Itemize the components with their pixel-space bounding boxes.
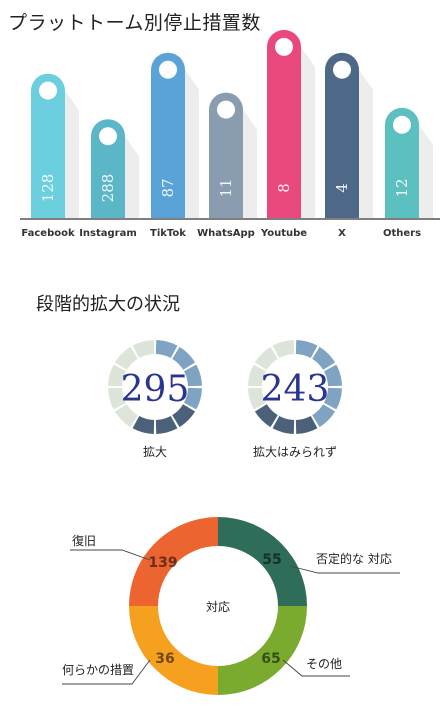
- gauge-segment: [312, 404, 336, 428]
- donut-slice: [218, 517, 307, 606]
- gauge-segment: [248, 387, 266, 410]
- bar: [151, 52, 185, 218]
- bar-value-label: 4: [333, 183, 351, 193]
- bar-value-label: 128: [39, 174, 57, 203]
- gauge-segment: [254, 404, 278, 428]
- bar-chart: 128Facebook288Instagram87TikTok11WhatsAp…: [20, 29, 440, 239]
- gauge-segment: [172, 346, 196, 370]
- slice-callout-label: 何らかの措置: [62, 663, 134, 677]
- gauge-segment: [114, 404, 138, 428]
- gauge-segment: [295, 340, 318, 358]
- category-label: Others: [383, 228, 421, 239]
- gauge-value: 295: [121, 369, 190, 410]
- gauge-segment: [295, 416, 318, 434]
- category-label: Youtube: [260, 228, 307, 239]
- bar: [31, 73, 65, 218]
- gauge-segment: [108, 364, 126, 387]
- gauge-segment: [324, 387, 342, 410]
- slice-callout-label: 否定的な 対応: [316, 551, 392, 566]
- section-title: 段階的拡大の状況: [36, 294, 180, 315]
- callout-line: [282, 659, 350, 677]
- slice-value-label: 65: [261, 651, 280, 667]
- gauge-label: 拡大: [143, 445, 167, 459]
- category-label: Facebook: [21, 228, 75, 239]
- category-label: WhatsApp: [197, 228, 255, 239]
- chart-title: プラットトーム別停止措置数: [8, 12, 261, 34]
- bar: [385, 107, 419, 218]
- bar-shadow: [125, 136, 139, 218]
- category-label: Instagram: [79, 228, 137, 239]
- bar-value-label: 11: [217, 178, 235, 197]
- bar-shadow: [65, 90, 79, 218]
- gauge-charts: 295 拡大 243 拡大はみられず: [108, 340, 342, 459]
- bar-shadow: [359, 69, 373, 218]
- gauge-segment: [184, 387, 202, 410]
- slice-callout-label: 復旧: [72, 533, 96, 548]
- bar-shadow: [185, 69, 199, 218]
- gauge-segment: [155, 416, 178, 434]
- bar-value-label: 8: [275, 183, 293, 193]
- gauge-value: 243: [261, 369, 330, 410]
- donut-slice: [129, 606, 218, 695]
- gauge-label: 拡大はみられず: [253, 445, 337, 459]
- bar-shadow: [243, 109, 257, 218]
- slice-value-label: 139: [148, 555, 177, 571]
- gauge-segment: [312, 346, 336, 370]
- bar-marker: [99, 127, 117, 146]
- slice-value-label: 36: [155, 651, 174, 667]
- bar: [267, 29, 301, 219]
- category-label: X: [338, 228, 346, 239]
- bar-marker: [333, 60, 351, 79]
- donut-slice: [218, 606, 307, 695]
- bar-shadow: [419, 124, 433, 218]
- bar: [325, 52, 359, 218]
- gauge-segment: [155, 340, 178, 358]
- gauge-segment: [132, 416, 155, 434]
- bar-marker: [217, 100, 235, 119]
- bar: [209, 92, 243, 218]
- bar-marker: [159, 60, 177, 79]
- gauge-segment: [108, 387, 126, 410]
- callout-line: [70, 549, 151, 561]
- gauge-segment: [184, 364, 202, 387]
- gauge-segment: [172, 404, 196, 428]
- slice-value-label: 55: [262, 552, 281, 568]
- bar: [91, 119, 125, 218]
- bar-marker: [393, 115, 411, 134]
- gauge-segment: [324, 364, 342, 387]
- bar-marker: [39, 81, 57, 100]
- donut-slice: [129, 517, 218, 606]
- callout-line: [289, 565, 400, 574]
- bar-shadow: [301, 46, 315, 219]
- gauge-segment: [254, 346, 278, 370]
- gauge-segment: [114, 346, 138, 370]
- bar-value-label: 12: [393, 178, 411, 197]
- donut-center-label: 対応: [206, 600, 230, 614]
- slice-callout-label: その他: [306, 657, 342, 671]
- category-label: TikTok: [150, 228, 186, 239]
- gauge-segment: [272, 340, 295, 358]
- bar-marker: [275, 37, 293, 56]
- bar-value-label: 87: [159, 178, 177, 197]
- bar-value-label: 288: [99, 174, 117, 203]
- callout-line: [62, 659, 151, 685]
- gauge-segment: [272, 416, 295, 434]
- gauge-segment: [248, 364, 266, 387]
- gauge-segment: [132, 340, 155, 358]
